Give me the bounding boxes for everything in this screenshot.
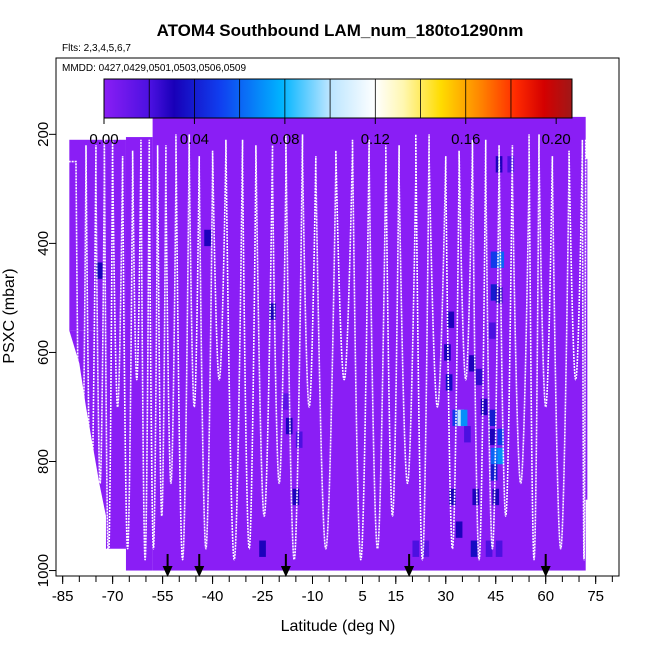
x-tick-label: -55 [152,588,174,605]
heatmap-cell [472,488,480,506]
x-tick-label: 30 [437,588,454,605]
heatmap-cell [492,488,500,506]
colorbar-band-lines [148,79,512,118]
colorbar-tick-label: 0.20 [542,131,571,148]
x-tick-label: -40 [202,588,224,605]
x-tick-label: -70 [102,588,124,605]
heatmap-cell [204,229,211,247]
colorbar-tick-label: 0.12 [361,131,390,148]
colorbar-tick-label: 0.08 [270,131,299,148]
arrow-marker-head [540,566,551,577]
heatmap-cell [470,540,478,557]
heatmap-cell [447,311,455,328]
heatmap-cell [489,409,496,427]
heatmap-cell [490,464,498,481]
flights-label: Flts: 2,3,4,5,6,7 [62,43,131,54]
y-tick-label: 200 [35,122,52,147]
x-tick-label: -85 [52,588,74,605]
heatmap-cell [497,428,505,446]
heatmap-cell [495,540,503,557]
x-tick-label: 5 [358,588,366,605]
heatmap-background [105,139,126,549]
heatmap-cell [495,287,503,304]
heatmap-cell [460,409,468,427]
heatmap-cell [455,521,463,538]
x-axis: -85 -70 -55 -40 -25 -10 5 15 30 45 60 75 [52,575,619,605]
flight-tracks [62,134,587,561]
x-tick-label: 15 [387,588,404,605]
heatmap-cell [507,156,515,173]
y-axis: 200 400 600 800 1000 [35,122,56,587]
colorbar-tick-label: 0.16 [451,131,480,148]
heatmap-cell [469,355,476,372]
x-axis-label: Latitude (deg N) [281,618,396,635]
heatmap-cell [490,447,498,465]
heatmap-cell [497,251,505,268]
x-tick-label: -10 [302,588,324,605]
heatmap-cell [282,393,290,410]
mmdd-label: MMDD: 0427,0429,0501,0503,0506,0509 [62,63,246,74]
colorbar-tick-label: 0.04 [180,131,209,148]
x-tick-label: -25 [252,588,274,605]
y-tick-label: 800 [35,449,52,474]
heatmap-cell [295,431,303,448]
heatmap-background [580,158,588,500]
colorbar-ticks: 0.00 0.04 0.08 0.12 0.16 0.20 [89,118,571,148]
arrow-markers [162,554,551,577]
arrow-marker-head [194,566,205,577]
heatmap-cell [412,540,420,557]
colorbar-tick-label: 0.00 [89,131,118,148]
y-axis-label: PSXC (mbar) [1,268,18,363]
heatmap-cell [490,251,498,268]
y-tick-label: 400 [35,231,52,256]
x-tick-label: 60 [537,588,554,605]
heatmap-cell [95,262,103,279]
arrow-marker-head [404,566,415,577]
heatmap-cell [489,428,496,446]
colorbar-frame [103,78,573,119]
heatmap-cell [464,426,471,443]
arrow-marker-head [162,566,173,577]
heatmap-cell [490,284,498,301]
heatmap-cell [422,540,430,557]
heatmap-cell [485,540,493,557]
heatmap-cell [449,488,456,506]
x-tick-label: 75 [587,588,604,605]
colorbar [104,79,572,118]
y-tick-label: 600 [35,340,52,365]
heatmap-cell [497,447,505,465]
heatmap-cell [489,322,496,339]
x-tick-label: 45 [487,588,504,605]
heatmap-cell [475,368,483,386]
chart-title: ATOM4 Southbound LAM_num_180to1290nm [157,21,524,40]
heatmap-cell [269,303,276,320]
y-tick-label: 1000 [35,554,52,587]
heatmap-cell [480,398,488,416]
arrow-marker-head [280,566,291,577]
heatmap-cell [292,488,300,506]
heatmap-cell [259,540,266,557]
flight-track [62,134,587,561]
heatmap-background [69,330,106,517]
